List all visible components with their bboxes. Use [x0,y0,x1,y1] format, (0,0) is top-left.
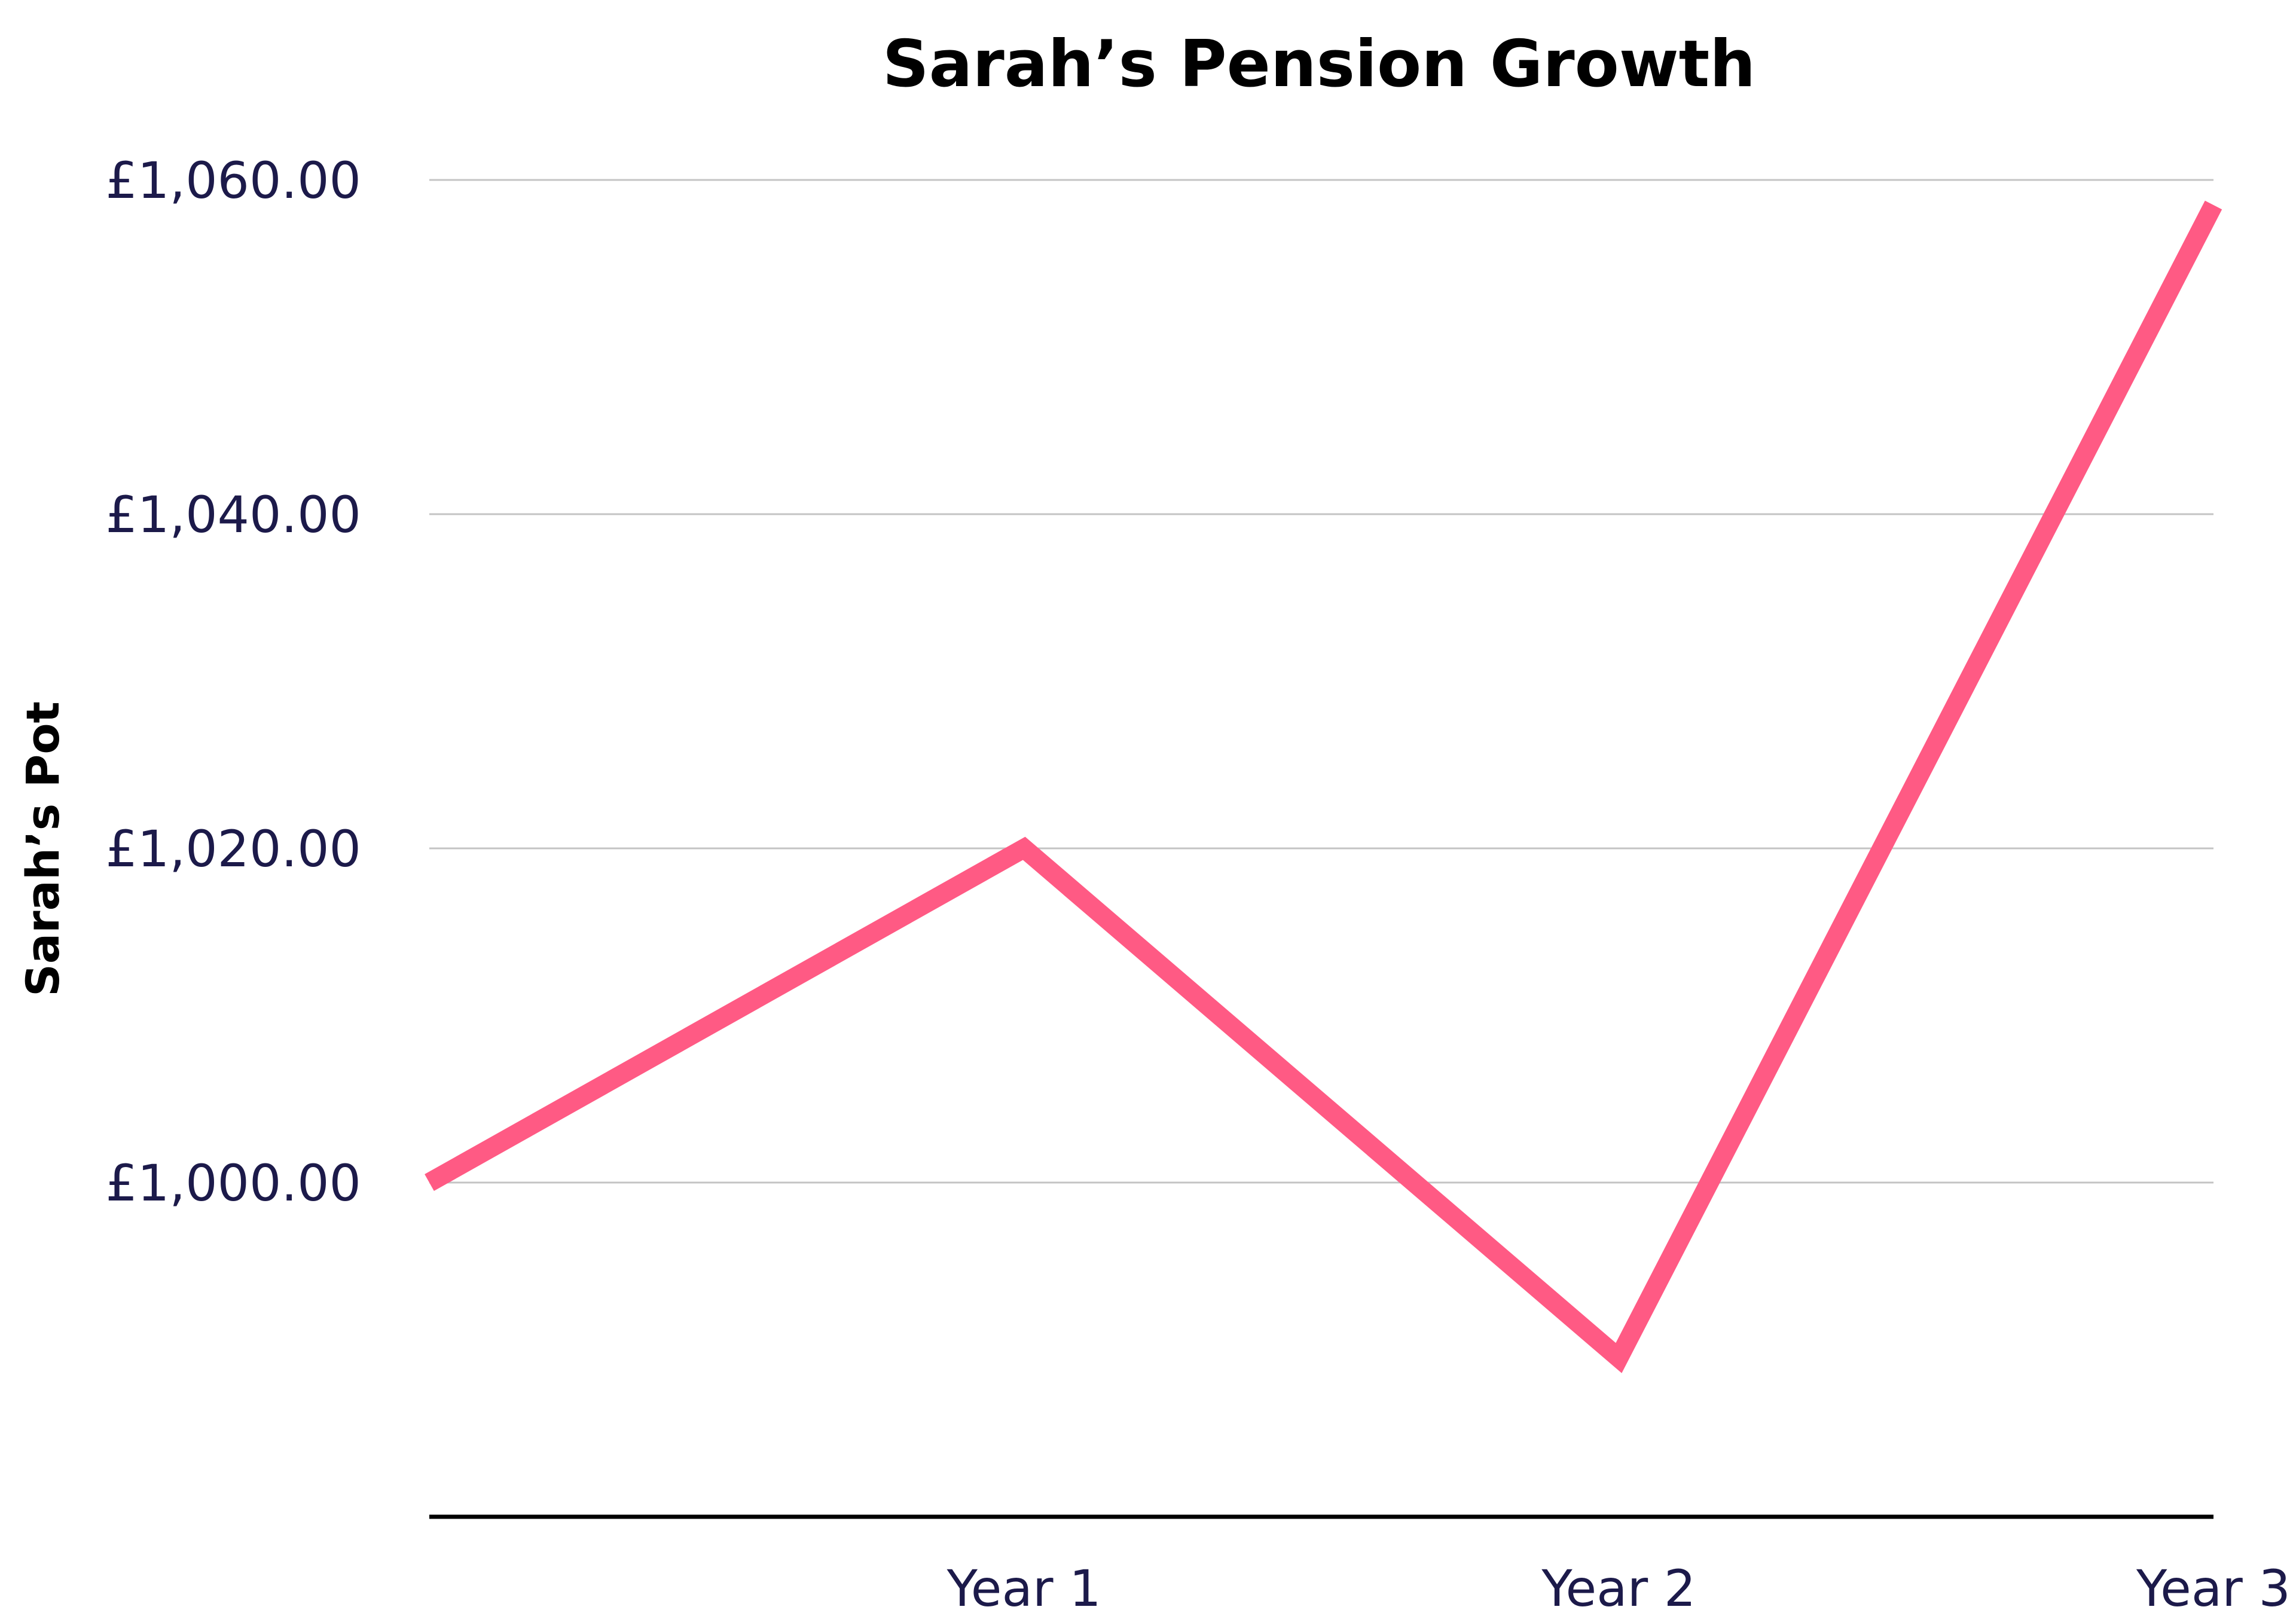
x-tick-label-2: Year 2 [1541,1559,1696,1618]
y-tick-label-1: £1,020.00 [105,820,361,878]
series-layer [425,200,2222,1373]
x-tick-label-1: Year 1 [947,1559,1101,1618]
y-tick-label-3: £1,060.00 [105,151,361,210]
y-axis-title: Sarah’s Pot [16,701,69,997]
x-tick-labels: Year 1 Year 2 Year 3 [947,1559,2291,1618]
chart-title: Sarah’s Pension Growth [883,27,1755,102]
series-line-0 [425,200,2222,1373]
gridlines [429,179,2213,1519]
y-tick-label-0: £1,000.00 [105,1154,361,1212]
x-tick-label-3: Year 3 [2136,1559,2291,1618]
y-tick-labels: £1,000.00 £1,020.00 £1,040.00 £1,060.00 [105,151,361,1212]
y-tick-label-2: £1,040.00 [105,485,361,544]
